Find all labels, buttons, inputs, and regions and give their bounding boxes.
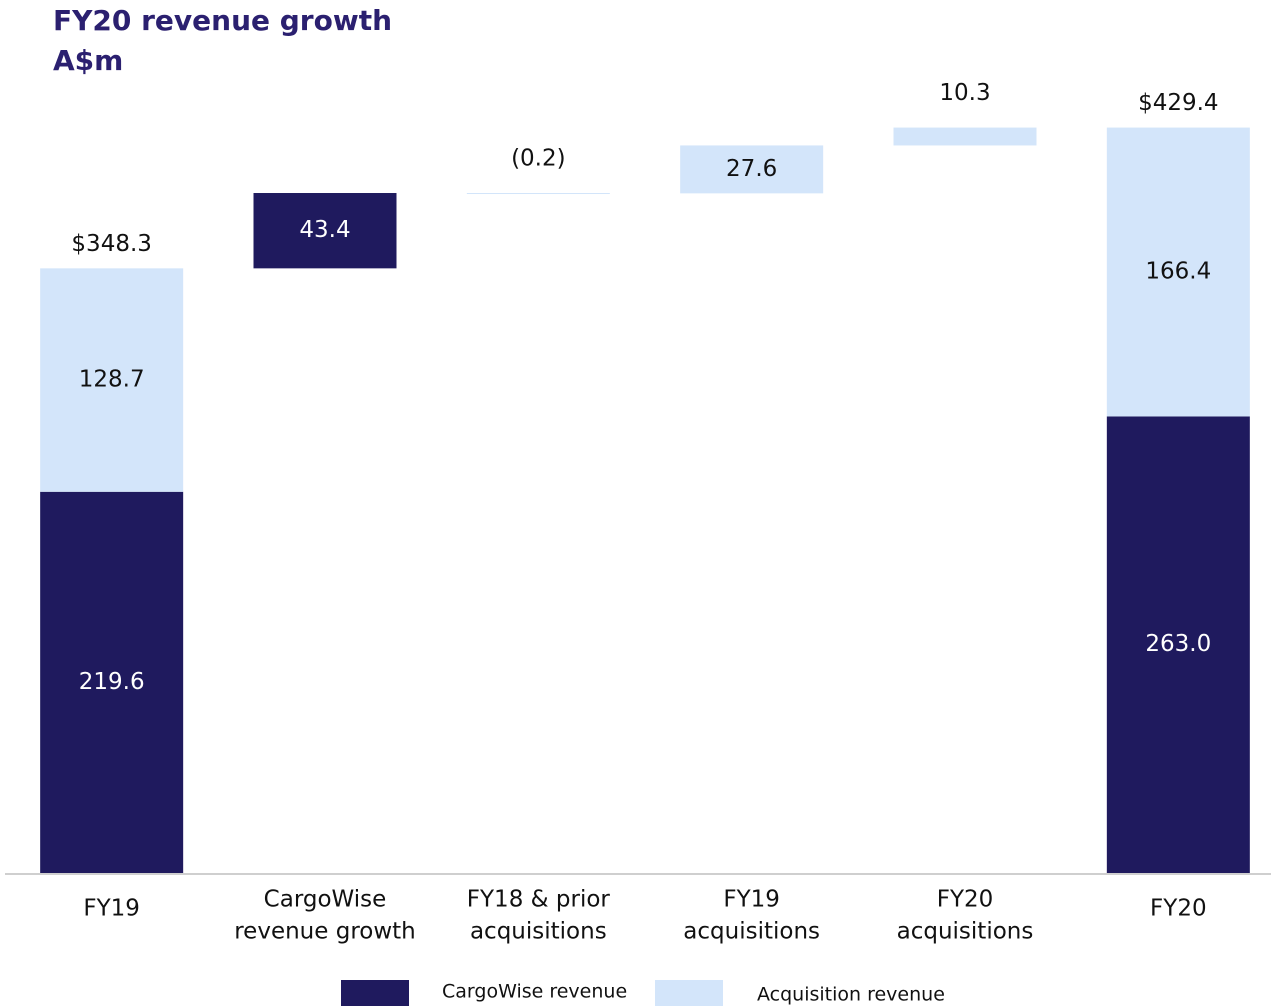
bar — [1106, 127, 1250, 417]
value-label: 219.6 — [79, 669, 145, 695]
value-label: 128.7 — [79, 367, 145, 393]
x-tick-label: CargoWise — [264, 887, 387, 913]
bar — [1106, 416, 1250, 873]
total-label: $348.3 — [71, 231, 151, 257]
value-label: 43.4 — [299, 217, 350, 243]
legend-label: CargoWise revenue — [442, 981, 627, 1003]
legend-label: Acquisition revenue — [757, 984, 945, 1006]
x-tick-label: FY20 — [937, 887, 994, 913]
bar — [253, 193, 397, 269]
x-tick-label: revenue growth — [234, 919, 416, 945]
chart-subtitle: A$m — [53, 44, 123, 77]
value-label: 166.4 — [1145, 258, 1211, 284]
chart-title: FY20 revenue growth — [53, 4, 392, 37]
x-tick-label: FY19 — [723, 887, 780, 913]
total-label: $429.4 — [1138, 90, 1218, 116]
value-label: (0.2) — [511, 146, 566, 172]
value-label: 263.0 — [1145, 631, 1211, 657]
x-tick-label: acquisitions — [470, 919, 607, 945]
value-label: 10.3 — [939, 80, 990, 106]
x-tick-label: acquisitions — [897, 919, 1034, 945]
x-tick-label: FY18 & prior — [467, 887, 611, 913]
x-tick-label: acquisitions — [683, 919, 820, 945]
x-tick-label: FY19 — [83, 896, 140, 922]
bar — [466, 193, 610, 195]
bar — [680, 145, 824, 194]
value-label: 27.6 — [726, 156, 777, 182]
bar — [40, 491, 184, 873]
bar — [40, 268, 184, 492]
legend-swatch — [655, 980, 723, 1006]
legend-swatch — [341, 980, 409, 1006]
bar — [893, 127, 1037, 146]
x-tick-label: FY20 — [1150, 896, 1207, 922]
